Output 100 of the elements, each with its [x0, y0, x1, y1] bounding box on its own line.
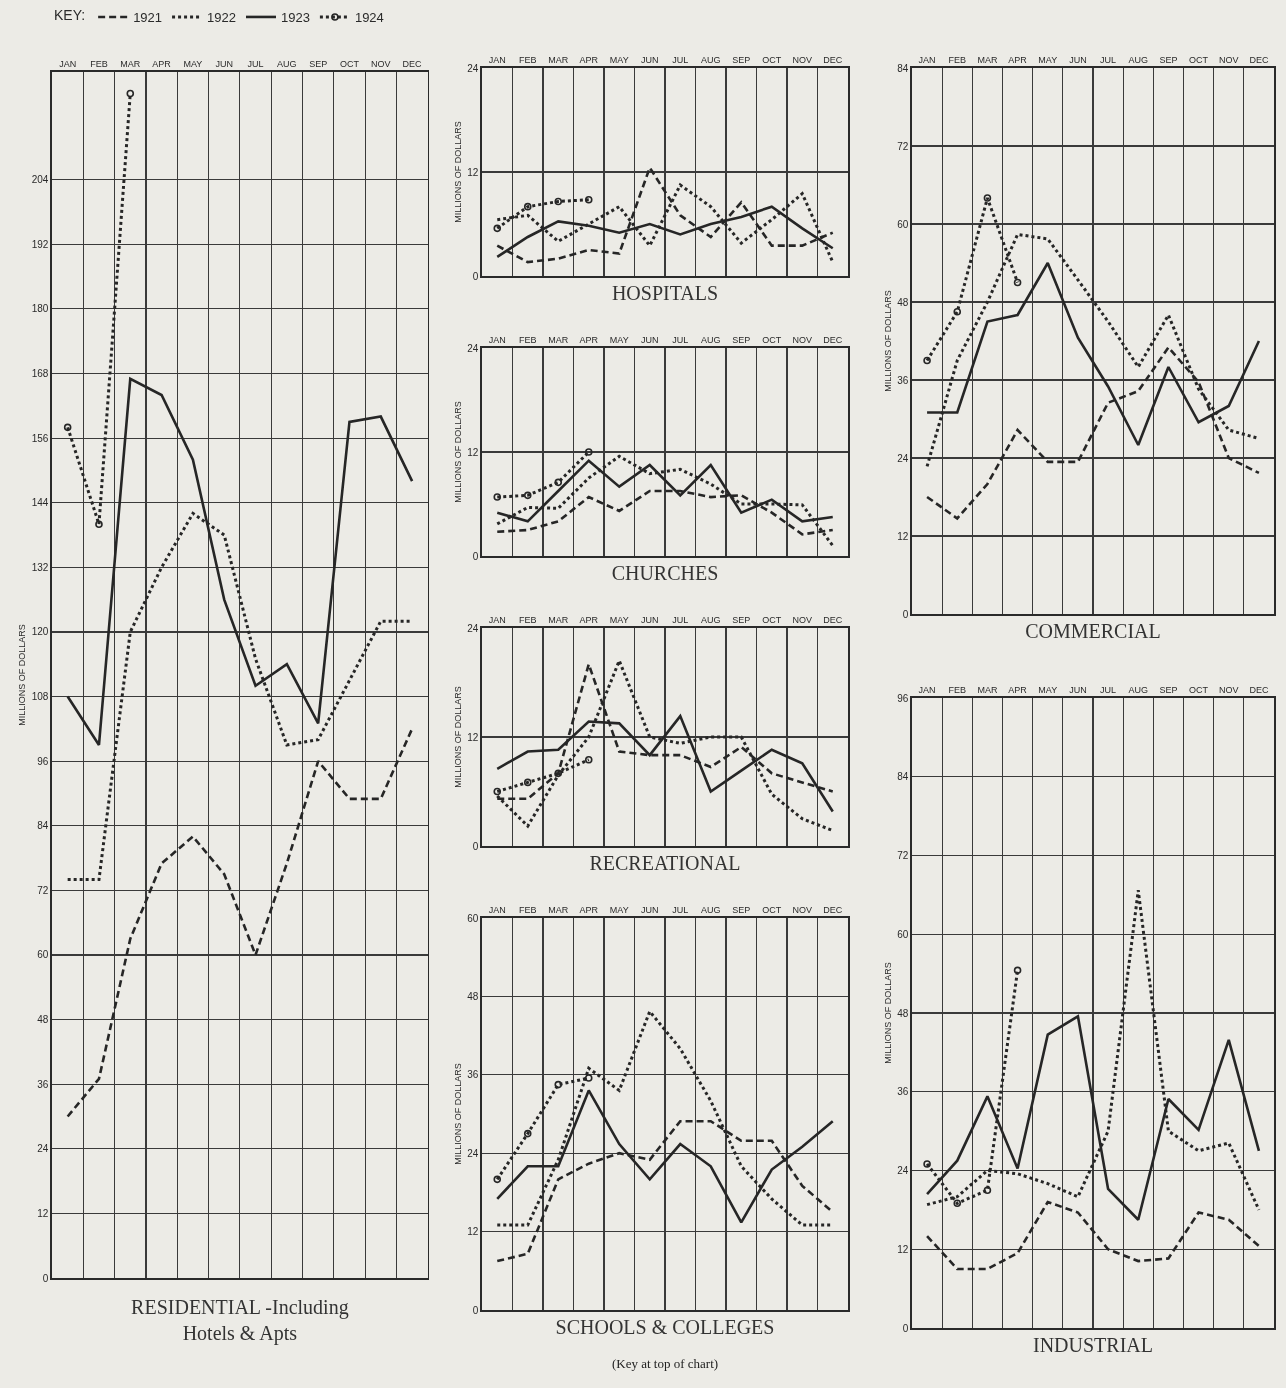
x-tick-label: MAY	[1038, 54, 1058, 65]
x-tick-label: SEP	[1159, 684, 1178, 695]
y-tick-label: 0	[472, 550, 479, 562]
point	[584, 1074, 593, 1082]
x-tick-label: JAN	[488, 334, 506, 345]
x-tick-label: APR	[1008, 684, 1028, 695]
point	[523, 778, 532, 787]
x-tick-label: DEC	[1249, 684, 1269, 695]
point	[554, 478, 563, 487]
y-tick-label: 24	[897, 452, 909, 464]
x-tick-label: DEC	[823, 614, 843, 625]
text: COMMERCIAL	[1025, 620, 1161, 642]
x-tick-label: NOV	[1218, 54, 1239, 65]
x-tick-label: AUG	[1128, 684, 1149, 695]
text: SCHOOLS & COLLEGES	[555, 1316, 775, 1338]
x-tick-label: JAN	[488, 904, 506, 915]
point	[493, 1175, 502, 1184]
x-tick-label: AUG	[1128, 54, 1149, 65]
x-tick-label: FEB	[518, 334, 537, 345]
x-tick-label: DEC	[823, 54, 843, 65]
y-tick-label: 12	[467, 166, 479, 178]
point	[493, 224, 502, 233]
y-tick-label: 12	[467, 1226, 479, 1238]
point	[523, 202, 532, 211]
y-tick-label: 60	[897, 928, 909, 940]
legend-label: 1922	[207, 10, 236, 26]
x-tick-label: FEB	[948, 684, 967, 695]
x-tick-label: OCT	[1189, 684, 1209, 695]
y-tick-label: 48	[897, 1007, 909, 1019]
x-tick-label: OCT	[1189, 54, 1209, 65]
y-tick-label: 48	[467, 990, 479, 1002]
point	[493, 493, 502, 501]
point	[554, 197, 563, 206]
x-tick-label: JUN	[641, 904, 659, 915]
x-tick-label: MAR	[120, 58, 141, 69]
y-axis-title: MILLIONS OF DOLLARS	[882, 962, 893, 1064]
x-tick-label: NOV	[792, 614, 813, 625]
point	[1013, 278, 1022, 287]
x-tick-label: NOV	[792, 904, 813, 915]
x-tick-label: JUL	[672, 54, 689, 65]
text: RECREATIONAL	[589, 852, 741, 874]
x-tick-label: OCT	[339, 58, 360, 69]
y-tick-label: 96	[897, 692, 909, 704]
y-tick-label: 0	[42, 1272, 49, 1284]
x-tick-label: NOV	[792, 54, 813, 65]
point	[584, 448, 593, 456]
y-axis-title: MILLIONS OF DOLLARS	[882, 290, 893, 392]
text: (Key at top of chart)	[612, 1356, 719, 1371]
x-tick-label: APR	[152, 58, 172, 69]
line-series	[925, 1200, 1261, 1271]
legend-label: 1921	[133, 10, 163, 26]
point	[983, 1186, 992, 1194]
y-tick-label: 48	[37, 1014, 49, 1026]
x-tick-label: DEC	[823, 334, 843, 345]
y-tick-label: 24	[37, 1143, 49, 1155]
y-tick-label: 24	[467, 622, 479, 634]
x-tick-label: NOV	[792, 334, 813, 345]
x-tick-label: JUL	[247, 58, 264, 69]
x-tick-label: SEP	[732, 614, 751, 625]
x-tick-label: MAY	[609, 54, 629, 65]
y-tick-label: 36	[467, 1069, 479, 1081]
point	[584, 755, 593, 764]
x-tick-label: JAN	[918, 684, 936, 695]
y-tick-label: 24	[467, 1147, 479, 1159]
point	[493, 787, 502, 796]
point	[63, 423, 72, 432]
x-tick-label: MAY	[609, 334, 629, 345]
x-tick-label: SEP	[1159, 54, 1178, 65]
x-tick-label: OCT	[762, 334, 782, 345]
x-tick-label: MAR	[548, 54, 569, 65]
y-tick-label: 96	[37, 755, 49, 767]
y-tick-label: 156	[31, 432, 49, 444]
x-tick-label: MAY	[183, 58, 203, 69]
y-tick-label: 36	[897, 374, 909, 386]
x-tick-label: DEC	[823, 904, 843, 915]
x-tick-label: JUN	[641, 54, 659, 65]
x-tick-label: MAR	[548, 334, 569, 345]
point	[923, 1160, 931, 1168]
x-tick-label: JAN	[488, 54, 506, 65]
x-tick-label: JUL	[672, 614, 689, 625]
x-tick-label: MAY	[1038, 684, 1058, 695]
y-tick-label: 72	[897, 850, 909, 861]
x-tick-label: OCT	[762, 904, 782, 915]
y-tick-label: 24	[897, 1165, 909, 1176]
line-series	[495, 454, 835, 548]
y-tick-label: 36	[897, 1086, 909, 1098]
x-tick-label: FEB	[948, 54, 967, 65]
y-tick-label: 12	[897, 530, 909, 542]
x-tick-label: MAR	[548, 904, 569, 915]
x-tick-label: JUN	[641, 614, 659, 625]
text: CHURCHES	[611, 562, 719, 584]
x-tick-label: FEB	[90, 58, 108, 69]
x-tick-label: JUL	[1100, 54, 1117, 65]
x-tick-label: FEB	[518, 54, 537, 65]
y-tick-label: 12	[467, 446, 479, 458]
y-tick-label: 204	[31, 174, 49, 186]
y-tick-label: 0	[472, 270, 479, 282]
y-tick-label: 84	[37, 820, 49, 832]
y-tick-label: 0	[902, 1322, 909, 1334]
x-tick-label: JAN	[918, 54, 936, 65]
